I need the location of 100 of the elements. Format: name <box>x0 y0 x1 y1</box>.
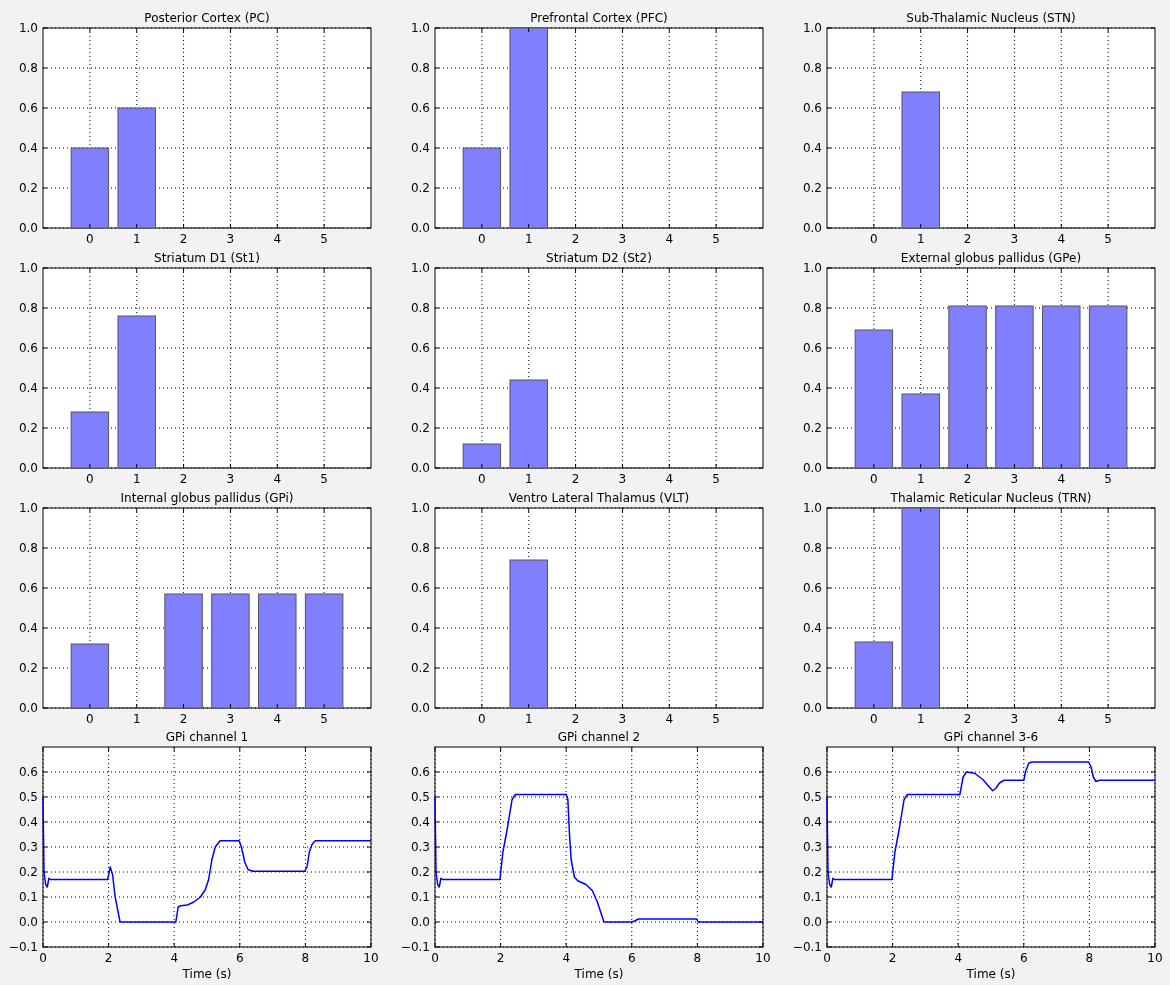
y-tick-label: 1.0 <box>410 261 430 276</box>
y-tick-label: 0.6 <box>802 765 822 780</box>
chart-title: GPi channel 1 <box>165 730 249 744</box>
x-tick-label: 0 <box>86 232 94 246</box>
y-tick-label: 0.2 <box>18 865 38 880</box>
y-tick-label: 0.2 <box>410 661 430 676</box>
chart-title: Internal globus pallidus (GPi) <box>120 491 294 505</box>
x-tick-label: 10 <box>363 951 379 965</box>
y-tick-label: 1.0 <box>410 501 430 516</box>
y-tick-label: 1.0 <box>18 261 38 276</box>
y-tick-label: 0.6 <box>18 581 38 596</box>
line-series <box>826 761 1156 888</box>
chart-title: Sub-Thalamic Nucleus (STN) <box>906 11 1076 25</box>
x-tick-label: 4 <box>665 472 674 486</box>
x-tick-label: 10 <box>1147 951 1163 965</box>
y-tick-label: 0.0 <box>802 701 822 716</box>
x-tick-label: 1 <box>132 232 141 246</box>
y-tick-label: 0.0 <box>18 461 38 476</box>
y-tick-label: 0.4 <box>18 141 38 156</box>
y-tick-label: 0.6 <box>410 341 430 356</box>
x-tick-label: 5 <box>1104 232 1112 246</box>
x-axis-title: Time (s) <box>573 967 624 981</box>
x-tick-label: 3 <box>226 712 235 726</box>
y-tick-label: 0.8 <box>802 61 822 76</box>
y-tick-label: 0.4 <box>410 141 430 156</box>
bar <box>462 147 502 229</box>
x-axis-title: Time (s) <box>181 967 232 981</box>
y-tick-label: 1.0 <box>802 501 822 516</box>
y-tick-label: 0.3 <box>802 840 822 855</box>
y-tick-label: 0.3 <box>18 840 38 855</box>
x-tick-label: 1 <box>916 712 925 726</box>
x-tick-label: 1 <box>916 472 925 486</box>
x-tick-label: 2 <box>888 951 897 965</box>
chart-title: Thalamic Reticular Nucleus (TRN) <box>889 491 1092 505</box>
y-tick-label: 0.6 <box>410 101 430 116</box>
y-tick-label: 0.3 <box>410 840 430 855</box>
y-tick-label: 0.1 <box>802 890 822 905</box>
x-tick-label: 6 <box>1019 951 1028 965</box>
x-tick-label: 2 <box>963 472 972 486</box>
y-tick-label: 0.8 <box>802 301 822 316</box>
bar <box>117 315 156 469</box>
y-tick-label: 0.6 <box>802 581 822 596</box>
y-tick-label: 0.4 <box>410 381 430 396</box>
x-tick-label: 5 <box>712 472 720 486</box>
y-tick-label: 0.0 <box>18 221 38 236</box>
bar <box>509 27 548 229</box>
y-tick-label: 0.2 <box>410 181 430 196</box>
x-tick-label: 8 <box>693 951 702 965</box>
line-series <box>42 796 372 923</box>
y-tick-label: 0.2 <box>410 421 430 436</box>
y-tick-label: 1.0 <box>410 21 430 36</box>
x-tick-label: 0 <box>870 472 878 486</box>
x-tick-label: 1 <box>524 472 533 486</box>
x-tick-label: 5 <box>320 712 328 726</box>
y-tick-label: 0.4 <box>410 621 430 636</box>
bar <box>509 379 548 469</box>
x-tick-label: 0 <box>478 232 486 246</box>
y-tick-label: 0.2 <box>802 181 822 196</box>
x-tick-label: 1 <box>132 712 141 726</box>
y-tick-label: 0.8 <box>410 61 430 76</box>
x-tick-label: 4 <box>665 712 674 726</box>
y-tick-label: 0.0 <box>410 221 430 236</box>
y-tick-label: 0.4 <box>802 815 822 830</box>
y-tick-label: 0.6 <box>18 101 38 116</box>
x-tick-label: 2 <box>179 712 188 726</box>
x-tick-label: 3 <box>1010 472 1019 486</box>
x-tick-label: 2 <box>963 232 972 246</box>
x-tick-label: 3 <box>618 712 627 726</box>
y-tick-label: 0.0 <box>802 221 822 236</box>
x-tick-label: 0 <box>823 951 831 965</box>
x-tick-label: 3 <box>618 472 627 486</box>
y-tick-label: 0.6 <box>18 341 38 356</box>
y-tick-label: 0.6 <box>802 341 822 356</box>
x-tick-label: 6 <box>627 951 636 965</box>
y-tick-label: 0.8 <box>410 301 430 316</box>
x-tick-label: 3 <box>226 232 235 246</box>
x-tick-label: 3 <box>1010 232 1019 246</box>
y-tick-label: 1.0 <box>802 21 822 36</box>
y-tick-label: −0.1 <box>8 940 38 955</box>
x-tick-label: 0 <box>431 951 439 965</box>
bar <box>70 147 110 229</box>
chart-title: GPi channel 3-6 <box>943 730 1039 744</box>
x-tick-label: 5 <box>320 232 328 246</box>
x-tick-label: 0 <box>478 472 486 486</box>
x-tick-label: 3 <box>1010 712 1019 726</box>
x-tick-label: 5 <box>320 472 328 486</box>
x-tick-label: 4 <box>273 712 282 726</box>
y-tick-label: 0.6 <box>410 581 430 596</box>
bar <box>1088 305 1128 469</box>
y-tick-label: 0.5 <box>410 790 430 805</box>
x-tick-label: 2 <box>571 232 580 246</box>
x-tick-label: 8 <box>1085 951 1094 965</box>
y-tick-label: 0.2 <box>802 421 822 436</box>
chart-title: Prefrontal Cortex (PFC) <box>530 11 668 25</box>
x-tick-label: 0 <box>870 712 878 726</box>
x-axis-title: Time (s) <box>965 967 1016 981</box>
bar <box>70 643 110 709</box>
y-tick-label: 0.5 <box>18 790 38 805</box>
y-tick-label: 0.4 <box>802 381 822 396</box>
x-tick-label: 5 <box>712 712 720 726</box>
